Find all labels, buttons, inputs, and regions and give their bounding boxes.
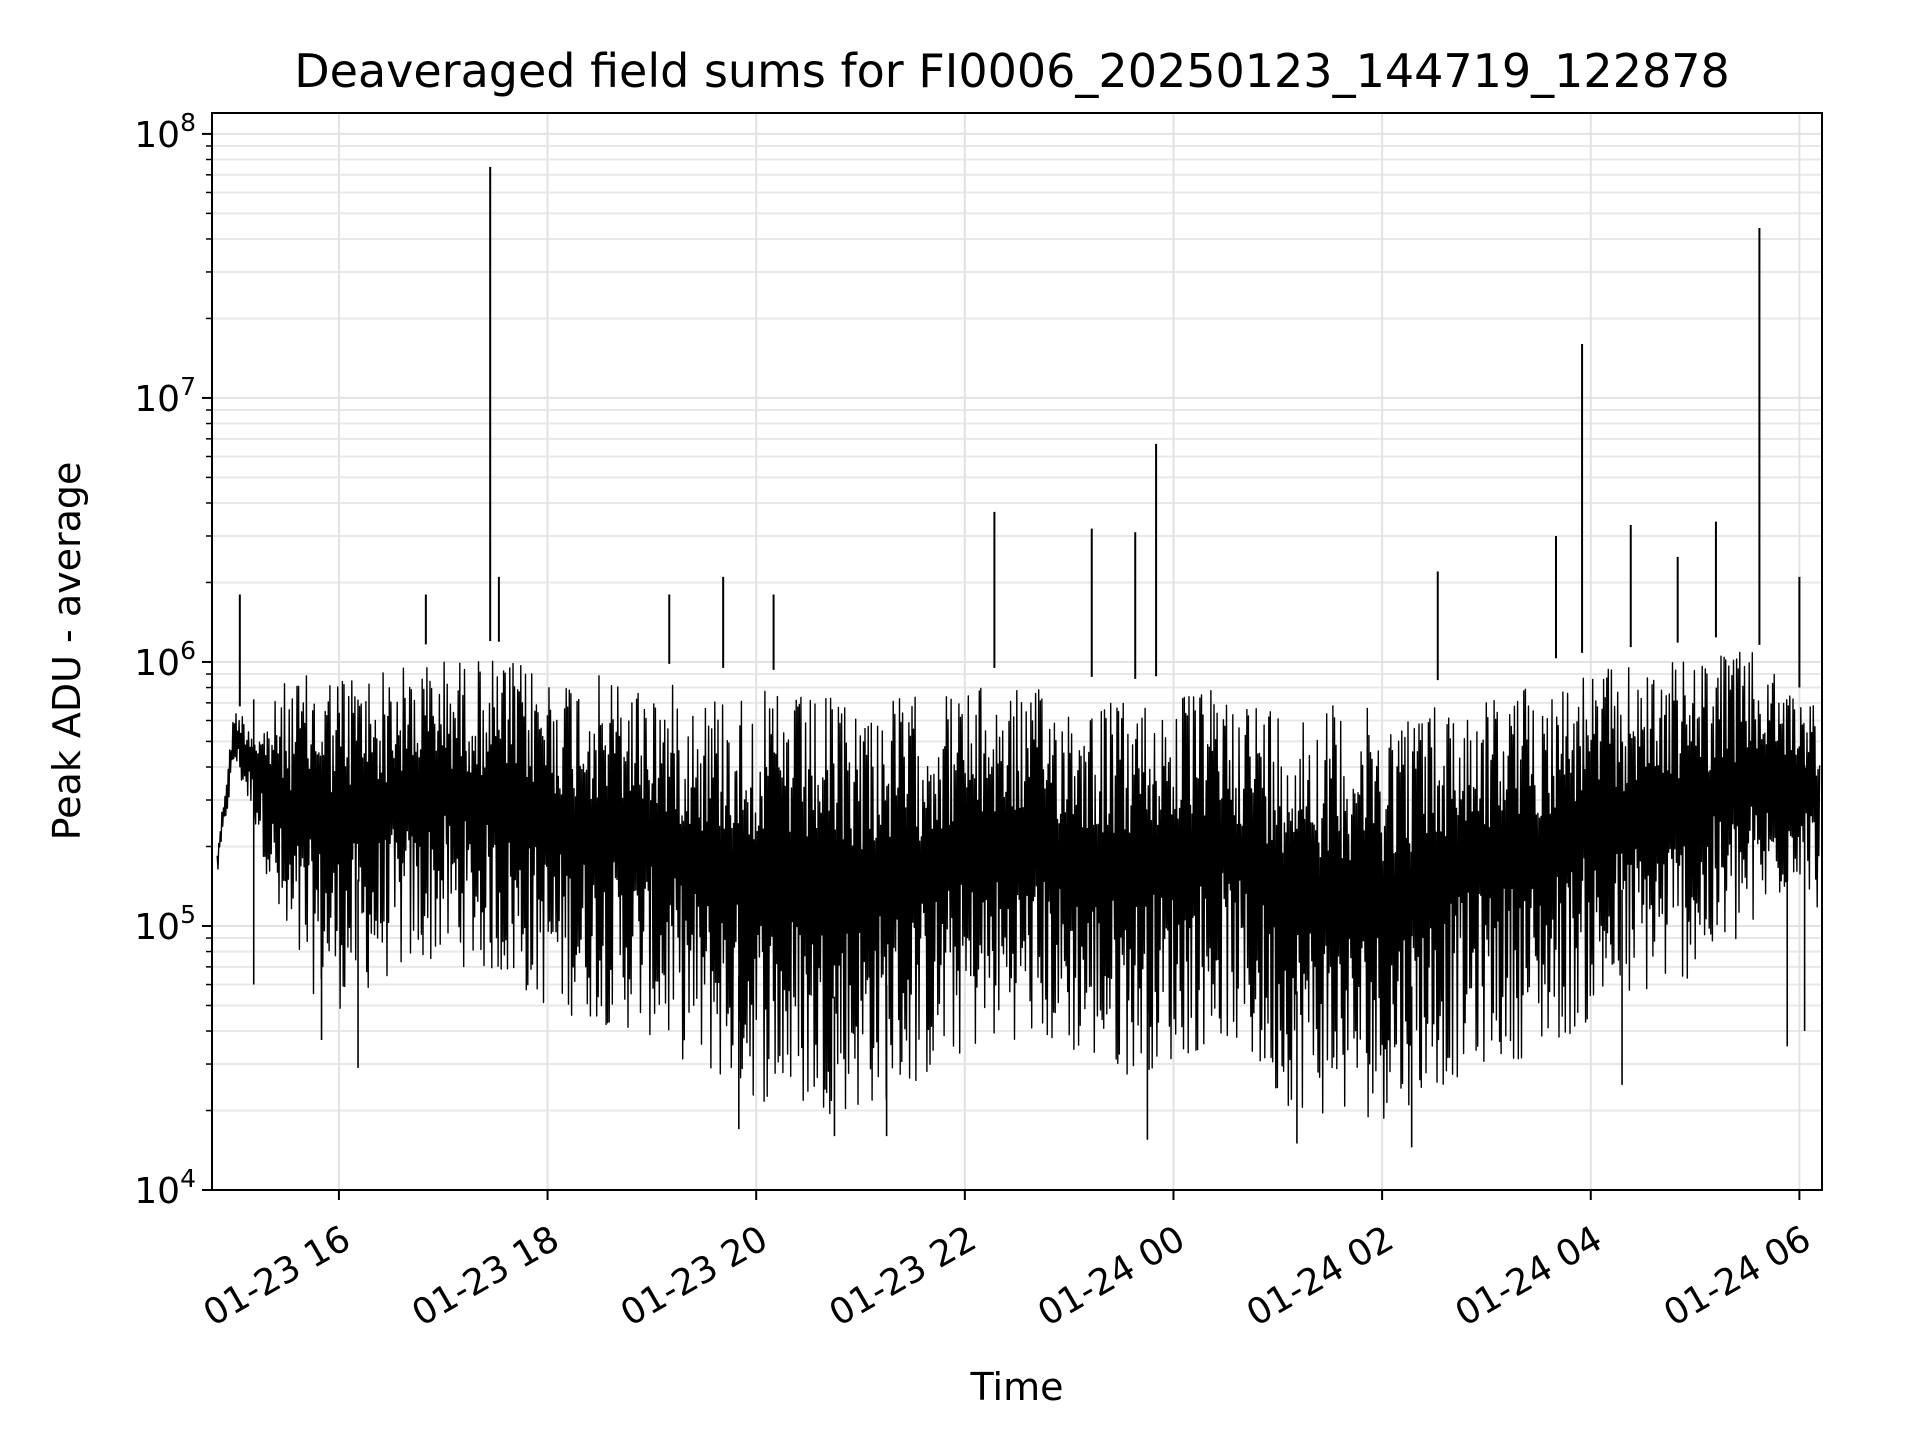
y-tick-label: 107 [134, 372, 196, 420]
y-tick-label: 105 [134, 900, 196, 948]
y-tick-label-base: 10 [134, 907, 180, 948]
y-tick-label-exponent: 5 [180, 900, 196, 929]
y-tick-label: 104 [134, 1164, 196, 1212]
y-tick-label: 108 [134, 108, 196, 156]
x-axis-label: Time [970, 1365, 1064, 1409]
y-tick-label-base: 10 [134, 115, 180, 156]
axes [211, 112, 1823, 1191]
y-tick-label-base: 10 [134, 643, 180, 684]
chart-title: Deaveraged field sums for FI0006_2025012… [294, 44, 1730, 98]
y-axis-label: Peak ADU - average [45, 462, 89, 841]
y-tick-label-exponent: 7 [180, 372, 196, 401]
data-series [216, 166, 1821, 1148]
y-tick-label-base: 10 [134, 379, 180, 420]
plot-frame [211, 112, 1823, 1191]
y-tick-label: 106 [134, 636, 196, 684]
y-tick-label-exponent: 4 [180, 1164, 196, 1193]
y-tick-label-exponent: 6 [180, 636, 196, 665]
series-line [216, 651, 1821, 1119]
y-tick-label-base: 10 [134, 1171, 180, 1212]
y-tick-label-exponent: 8 [180, 108, 196, 137]
